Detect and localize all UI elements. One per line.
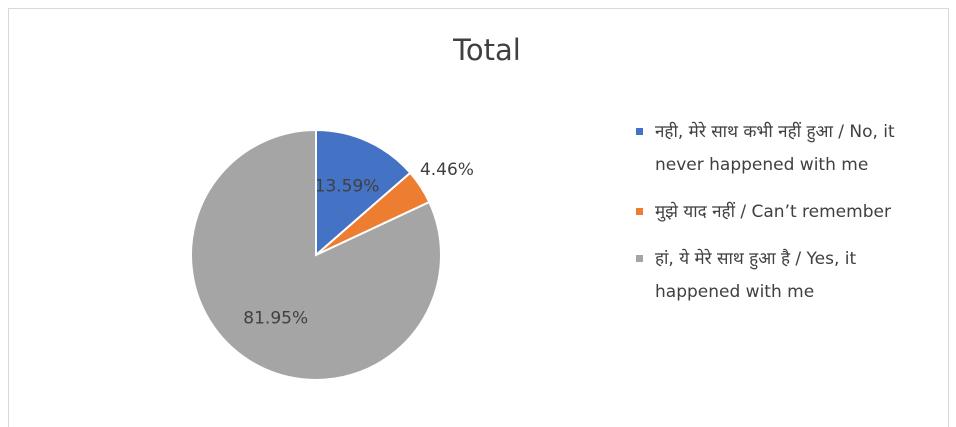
chart-title: Total: [452, 33, 521, 67]
legend-swatch: [636, 208, 643, 215]
legend-item: हां, ये मेरे साथ हुआ है / Yes, it happen…: [636, 243, 936, 309]
legend-item: नही, मेरे साथ कभी नहीं हुआ / No, it neve…: [636, 116, 936, 182]
legend: नही, मेरे साथ कभी नहीं हुआ / No, it neve…: [636, 116, 936, 323]
legend-label: हां, ये मेरे साथ हुआ है / Yes, it happen…: [655, 249, 857, 302]
data-label: 4.46%: [420, 160, 474, 180]
data-label: 81.95%: [243, 308, 308, 328]
data-label: 13.59%: [315, 177, 380, 197]
legend-swatch: [636, 128, 643, 135]
legend-label: मुझे याद नहीं / Can’t remember: [655, 202, 891, 222]
pie-slice: [190, 128, 442, 381]
pie-slice: [315, 128, 412, 258]
legend-label: नही, मेरे साथ कभी नहीं हुआ / No, it neve…: [655, 122, 895, 175]
chart-frame: [8, 8, 949, 427]
legend-swatch: [636, 255, 643, 262]
legend-item: मुझे याद नहीं / Can’t remember: [636, 196, 936, 229]
